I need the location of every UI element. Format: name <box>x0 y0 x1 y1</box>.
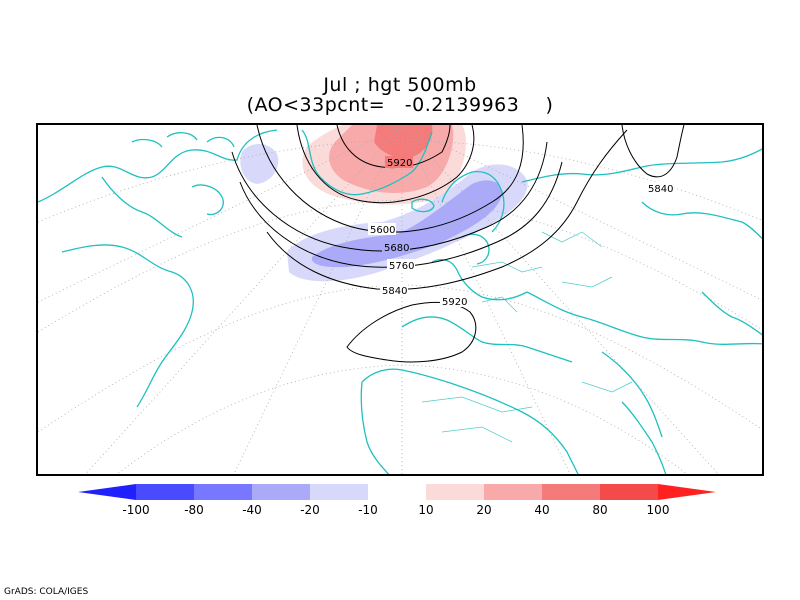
colorbar-box <box>542 484 600 500</box>
colorbar-label: -80 <box>184 503 204 517</box>
contour-label-5600: 5600 <box>370 225 395 236</box>
colorbar-box <box>136 484 194 500</box>
contour-5920-south <box>346 301 477 363</box>
colorbar-label: 10 <box>418 503 433 517</box>
negative-anomaly-mid <box>311 180 502 268</box>
colorbar-label: 40 <box>534 503 549 517</box>
anomaly-shading <box>240 125 528 282</box>
colorbar-label: -10 <box>358 503 378 517</box>
colorbar-label: -40 <box>242 503 262 517</box>
contour-label-5920-south: 5920 <box>442 297 467 308</box>
contour-arc-1 <box>296 125 475 204</box>
colorbar-box <box>600 484 658 500</box>
colorbar-box <box>194 484 252 500</box>
footer-credit: GrADS: COLA/IGES <box>4 587 89 597</box>
colorbar: -100 -80 -40 -20 -10 10 20 40 80 100 <box>78 484 716 517</box>
contour-5840-east <box>621 125 685 178</box>
colorbar-boxes <box>78 484 716 500</box>
colorbar-box <box>426 484 484 500</box>
colorbar-box <box>368 484 426 500</box>
colorbar-labels: -100 -80 -40 -20 -10 10 20 40 80 100 <box>122 503 669 517</box>
map-panel: 5920 5600 5680 5760 5840 5920 5840 <box>36 123 764 476</box>
graticule <box>38 125 762 474</box>
coastlines <box>38 129 762 474</box>
map-canvas: 5920 5600 5680 5760 5840 5920 5840 <box>38 125 762 474</box>
contour-label-5920-north: 5920 <box>387 158 412 169</box>
positive-anomaly-core <box>374 125 433 158</box>
colorbar-label: 80 <box>592 503 607 517</box>
colorbar-label: -100 <box>122 503 149 517</box>
colorbar-label: 100 <box>647 503 670 517</box>
contour-5840 <box>266 129 628 290</box>
contour-5760 <box>239 161 563 268</box>
contour-label-5840: 5840 <box>382 286 407 297</box>
contour-label-5760: 5760 <box>389 261 414 272</box>
colorbar-label: 20 <box>476 503 491 517</box>
colorbar-box <box>484 484 542 500</box>
contour-label-5680: 5680 <box>384 243 409 254</box>
colorbar-arrow-left <box>78 484 136 500</box>
map-title: Jul ; hgt 500mb <box>323 74 477 96</box>
colorbar-label: -20 <box>300 503 320 517</box>
colorbar-arrow-right <box>658 484 716 500</box>
country-borders <box>421 231 633 443</box>
colorbar-box <box>310 484 368 500</box>
colorbar-box <box>252 484 310 500</box>
contour-label-5840-east: 5840 <box>648 184 673 195</box>
map-subtitle: (AO<33pcnt= -0.2139963 ) <box>246 94 554 116</box>
contour-labels: 5920 5600 5680 5760 5840 5920 5840 <box>368 156 674 308</box>
contour-5600 <box>256 125 524 233</box>
negative-anomaly-greenland <box>240 143 279 184</box>
